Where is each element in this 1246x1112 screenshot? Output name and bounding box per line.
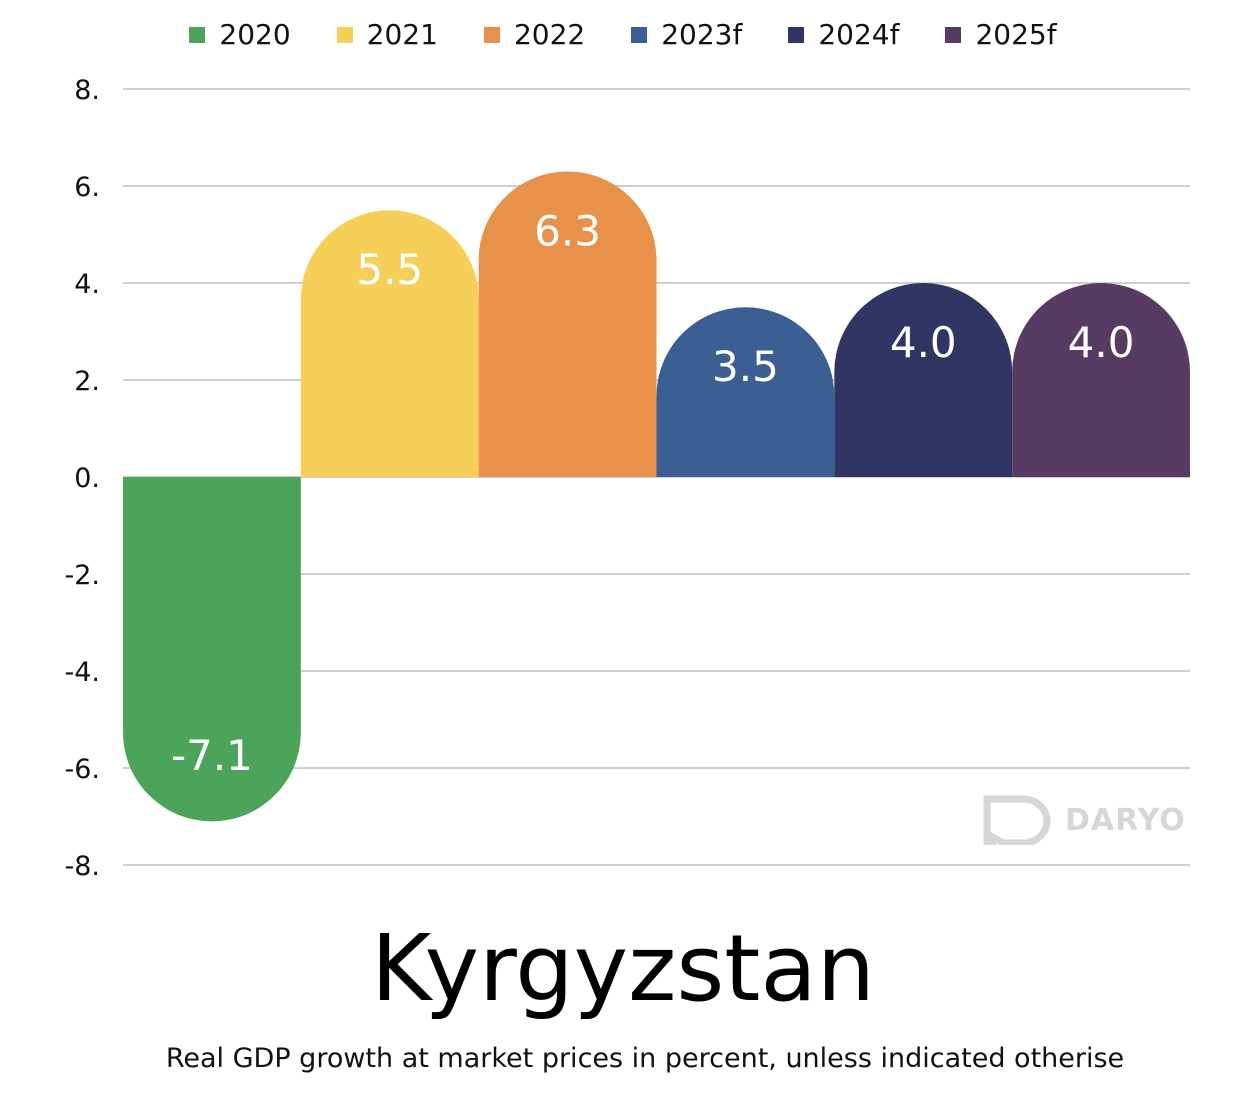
- bar-2023f: [656, 307, 835, 477]
- data-label-2024f: 4.0: [890, 318, 957, 367]
- legend-item-2020: 2020: [189, 18, 291, 51]
- bar-2024f: [834, 283, 1013, 477]
- legend-label-2023f: 2023f: [661, 18, 743, 51]
- legend-swatch-2020: [189, 26, 206, 43]
- legend-label-2020: 2020: [219, 18, 291, 51]
- chart-subtitle: Real GDP growth at market prices in perc…: [165, 1043, 1125, 1074]
- y-tick-label: -2.: [64, 560, 100, 591]
- y-axis-ticks: 8. 6. 4. 2. 0. -2. -4. -6. -8.: [64, 75, 100, 882]
- data-labels: -7.1 5.5 6.3 3.5 4.0 4.0: [171, 206, 1135, 780]
- legend-item-2024f: 2024f: [788, 18, 899, 51]
- gdp-growth-chart: 8. 6. 4. 2. 0. -2. -4. -6. -8. -7.1 5.5 6.3 3.5 4.0 4…: [64, 75, 1190, 882]
- legend-swatch-2022: [483, 26, 500, 43]
- legend-item-2023f: 2023f: [631, 18, 742, 51]
- bars: [123, 171, 1190, 822]
- y-tick-label: 6.: [74, 172, 100, 203]
- data-label-2023f: 3.5: [712, 342, 779, 391]
- data-label-2022: 6.3: [534, 206, 601, 255]
- chart-title: Kyrgyzstan: [370, 915, 876, 1022]
- legend-item-2025f: 2025f: [945, 18, 1057, 51]
- legend-label-2021: 2021: [366, 18, 438, 51]
- legend-swatch-2023f: [631, 26, 648, 43]
- y-tick-label: -4.: [64, 657, 100, 688]
- legend: 2020 2021 2022 2023f 2024f 2025f: [0, 18, 1246, 51]
- y-tick-label: -6.: [64, 754, 100, 785]
- legend-label-2025f: 2025f: [975, 18, 1057, 51]
- bar-2021: [300, 210, 479, 477]
- legend-swatch-2024f: [788, 26, 805, 43]
- daryo-speech-bubble-icon: [983, 795, 1051, 845]
- data-label-2020: -7.1: [171, 731, 253, 780]
- legend-label-2024f: 2024f: [818, 18, 900, 51]
- bar-2022: [478, 171, 657, 477]
- legend-swatch-2021: [336, 26, 353, 43]
- legend-item-2022: 2022: [483, 18, 586, 51]
- y-tick-label: 0.: [74, 463, 100, 494]
- y-tick-label: 2.: [74, 366, 100, 397]
- data-label-2025f: 4.0: [1068, 318, 1135, 367]
- y-tick-label: 4.: [74, 269, 100, 300]
- bar-2020: [123, 477, 301, 822]
- daryo-logo: DARYO: [983, 795, 1186, 845]
- legend-swatch-2025f: [945, 26, 962, 43]
- legend-item-2021: 2021: [336, 18, 438, 51]
- y-tick-label: -8.: [64, 851, 100, 882]
- logo-text: DARYO: [1065, 802, 1186, 838]
- bar-2025f: [1012, 283, 1190, 477]
- legend-label-2022: 2022: [513, 18, 586, 51]
- data-label-2021: 5.5: [356, 245, 423, 294]
- y-tick-label: 8.: [74, 75, 100, 106]
